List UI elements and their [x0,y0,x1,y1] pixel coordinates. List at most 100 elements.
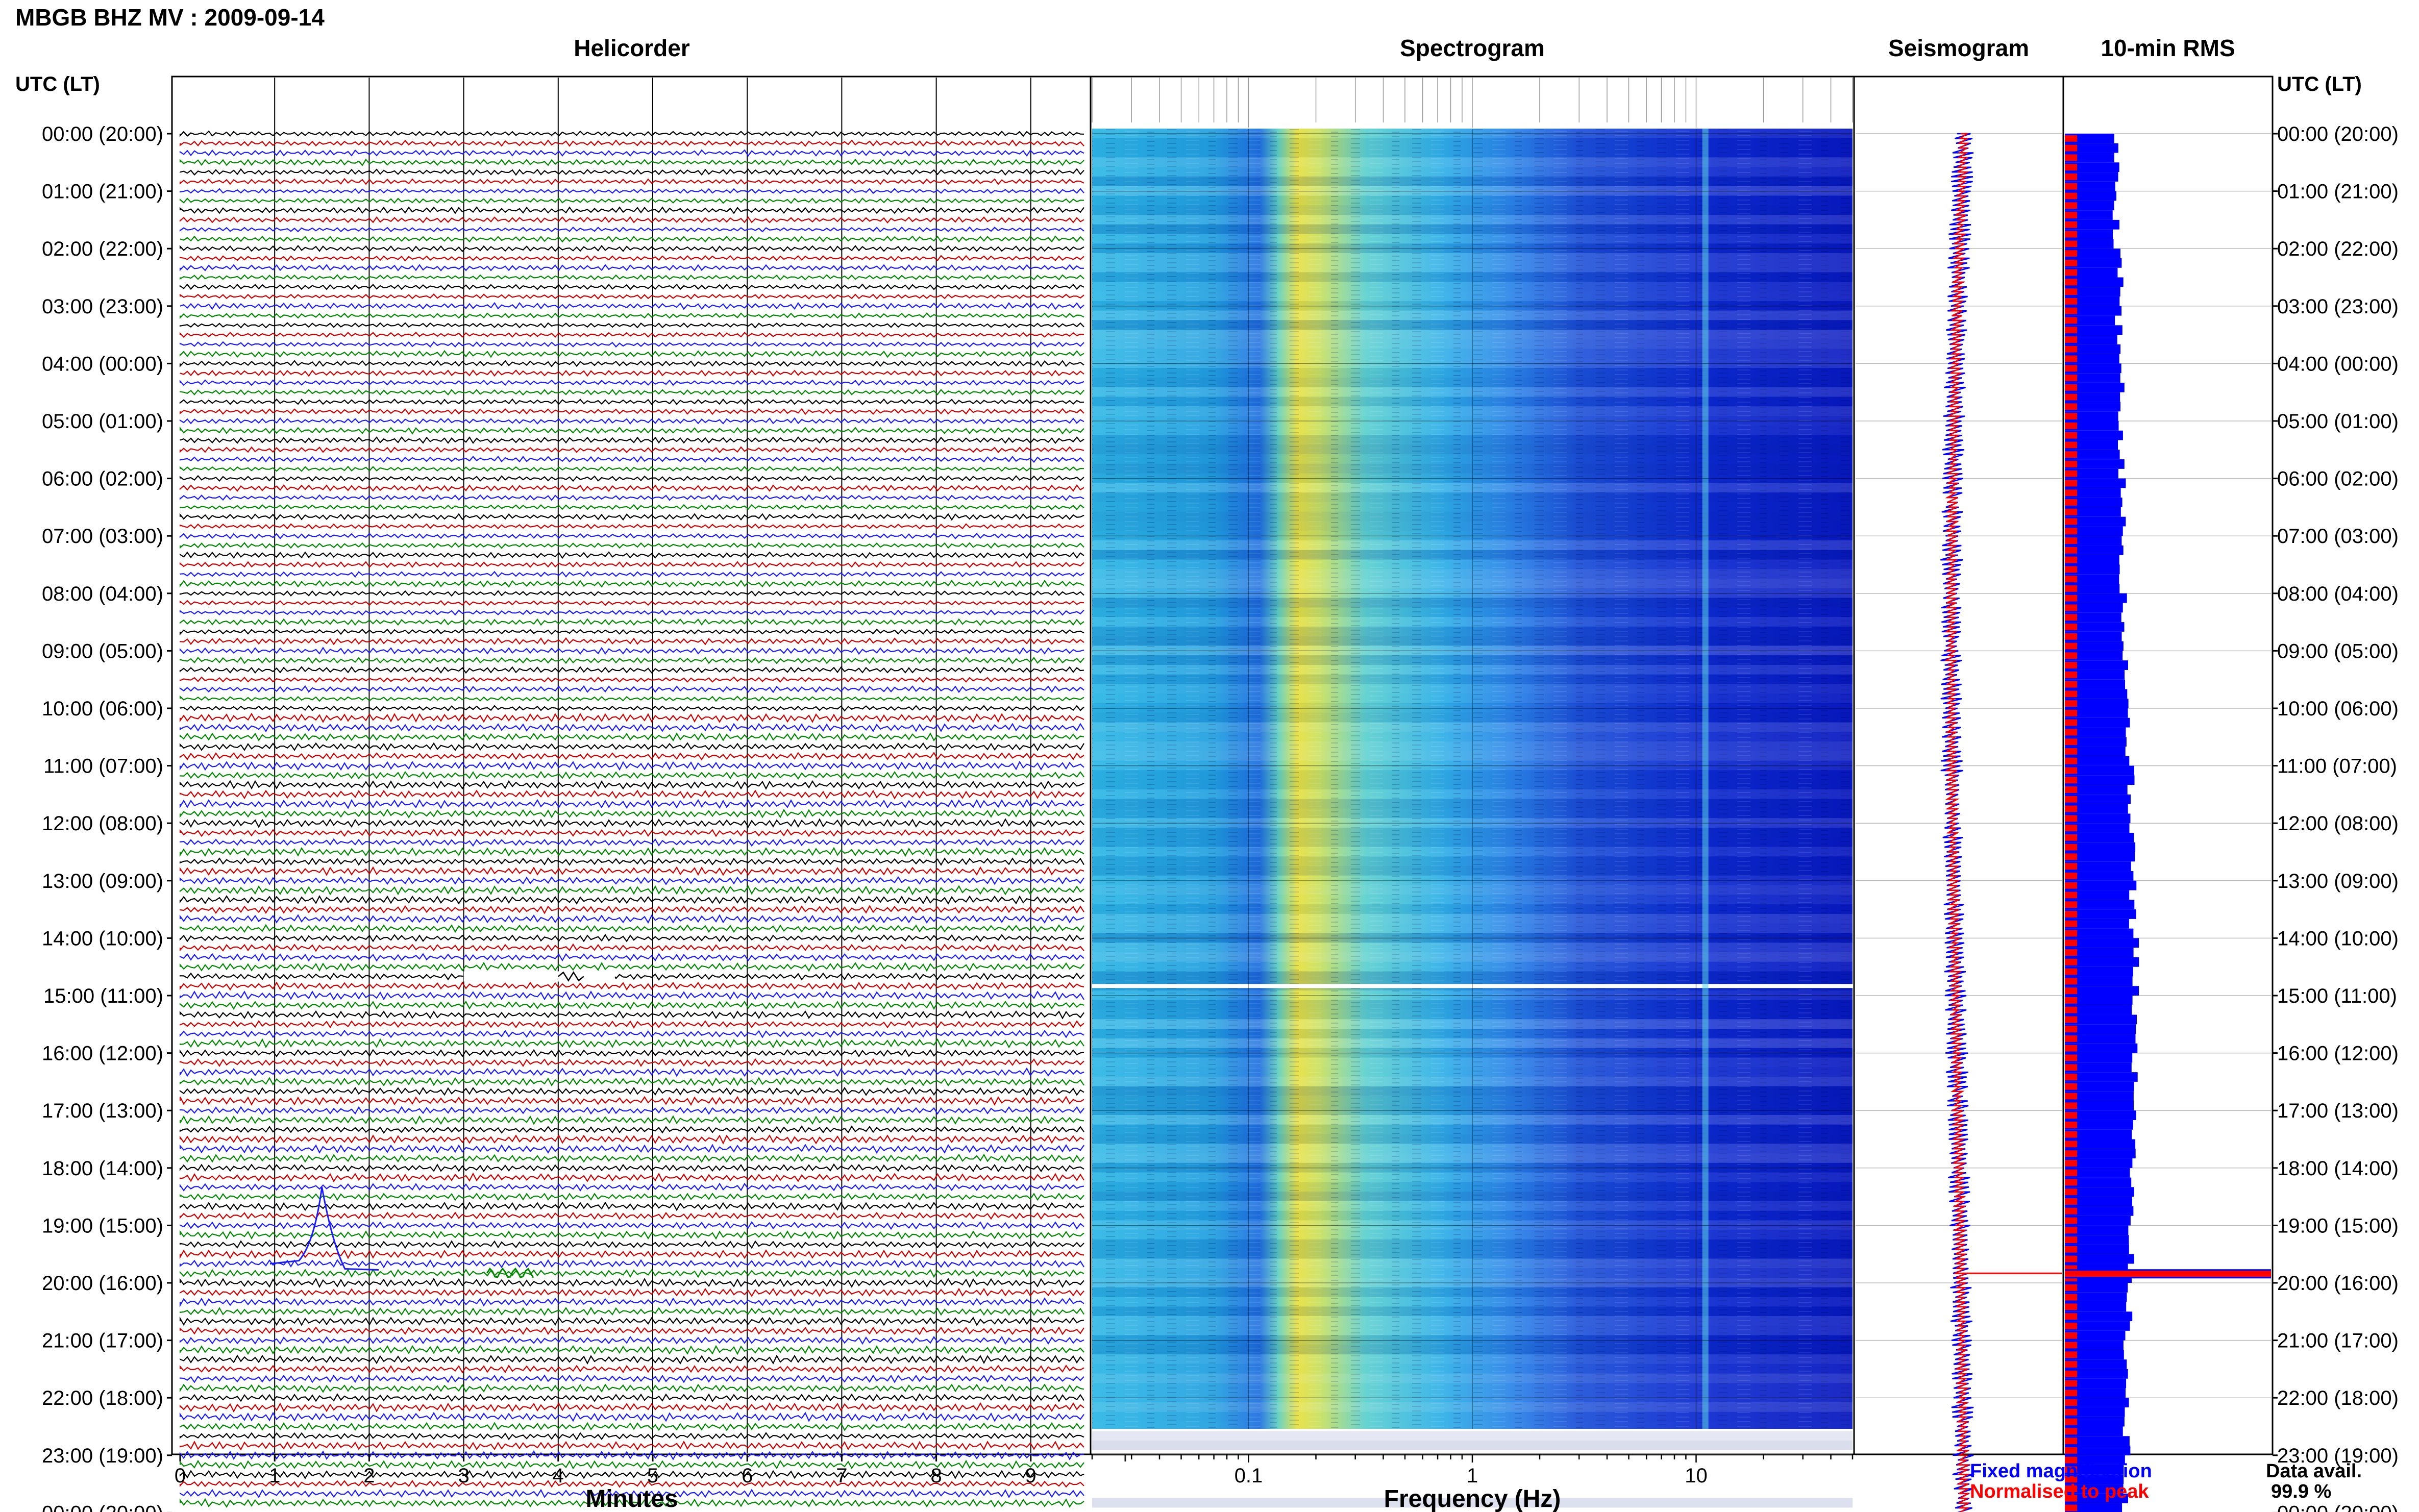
time-label-left: 11:00 (07:00) [43,755,163,778]
rms-fixed-bar [2065,1110,2136,1120]
spectrogram-row [1092,521,1853,531]
spectrogram-row [1092,799,1853,809]
rms-normalised-bar [2065,719,2078,726]
rms-normalised-bar [2065,815,2078,822]
time-label-right: 00:00 (20:00) [2277,123,2399,145]
helicorder-trace-line [179,712,1084,723]
spectrogram-row [1092,1268,1853,1278]
rms-fixed-bar [2065,584,2120,593]
rms-normalised-bar [2065,1188,2078,1196]
spectrogram-row [1092,674,1853,684]
rms-fixed-bar [2065,363,2121,374]
helicorder-trace-line [179,647,1084,655]
spectrogram-row [1092,559,1853,569]
helicorder-trace-line [179,1297,1084,1308]
helicorder-trace-line [179,885,1084,896]
rms-normalised-bar [2065,805,2078,812]
time-label-right: 20:00 (16:00) [2277,1272,2399,1295]
spectrogram-row [1092,272,1853,282]
helicorder-trace-line [179,1316,1084,1326]
rms-fixed-bar [2065,660,2128,670]
helicorder-x-tick-label: 9 [1025,1465,1036,1487]
helicorder-trace-line [179,1182,1084,1192]
helicorder-data-gap [463,971,615,982]
spectrogram-row [1092,291,1853,301]
spectrogram-row [1092,1114,1853,1125]
rms-normalised-bar [2065,1476,2078,1483]
rms-fixed-bar [2065,986,2139,996]
rms-fixed-bar [2065,966,2133,977]
spectrogram-row [1092,531,1853,540]
spectrogram-row [1092,1411,1853,1422]
spectrogram-row [1092,129,1853,138]
rms-fixed-bar [2065,267,2118,278]
spectrogram-row [1092,157,1853,167]
spectrogram-x-tick-label: 10 [1685,1465,1708,1487]
helicorder-trace-line [179,216,1084,224]
helicorder-trace-line [179,1470,1084,1479]
rms-normalised-bar [2065,307,2078,314]
rms-fixed-bar [2065,804,2128,814]
rms-fixed-bar [2065,1369,2128,1379]
rms-normalised-bar [2065,327,2078,334]
helicorder-gap-marker [558,971,584,982]
rms-normalised-bar [2065,939,2078,947]
rms-fixed-bar [2065,219,2119,230]
rms-normalised-bar [2065,757,2078,764]
helicorder-trace-line [179,551,1084,559]
helicorder-trace-line [179,379,1084,386]
rms-normalised-bar [2065,1342,2078,1349]
time-label-right: 13:00 (09:00) [2277,870,2399,893]
helicorder-trace-line [179,990,1084,1001]
helicorder-trace-line [179,369,1084,377]
helicorder-trace-line [179,1441,1084,1451]
helicorder-trace-line [179,341,1084,348]
rms-fixed-bar [2065,603,2123,613]
helicorder-trace-line [179,244,1084,253]
rms-fixed-bar [2065,794,2131,804]
rms-fixed-bar [2065,775,2135,785]
rms-normalised-bar [2065,298,2078,305]
spectrogram-x-tick-label: 0.1 [1235,1465,1263,1487]
rms-normalised-bar [2065,221,2078,228]
time-label-left: 12:00 (08:00) [42,812,163,835]
helicorder-trace-line [179,1354,1084,1365]
time-label-left: 04:00 (00:00) [42,353,163,375]
rms-fixed-bar [2065,459,2125,469]
helicorder-trace-line [179,455,1084,463]
helicorder-trace-line [179,760,1084,771]
helicorder-trace-line [179,1230,1084,1240]
rms-fixed-bar [2065,1302,2127,1312]
spectrogram-row [1092,1192,1853,1201]
time-label-left: 01:00 (21:00) [42,181,163,203]
helicorder-trace-line [179,417,1084,425]
time-label-left: 00:00 (20:00) [42,1502,163,1512]
rms-normalised-bar [2065,1054,2078,1061]
spectrogram-row [1092,1096,1853,1106]
helicorder-x-tick-label: 5 [647,1465,658,1487]
data-availability-value: 99.9 % [2271,1481,2331,1502]
helicorder-trace-line [179,1163,1084,1173]
helicorder-trace-line [179,656,1084,664]
helicorder-trace-line [179,685,1084,693]
rms-fixed-bar [2065,162,2119,172]
spectrogram-row [1092,655,1853,665]
helicorder-trace-line [179,628,1084,636]
rms-normalised-bar [2065,987,2078,994]
spectrogram-row [1092,147,1853,158]
rms-fixed-bar [2065,421,2119,431]
helicorder-trace-line [179,972,1084,981]
rms-fixed-bar [2065,679,2125,689]
time-label-right: 15:00 (11:00) [2277,985,2397,1007]
rms-fixed-bar [2065,1072,2138,1082]
rms-fixed-bar [2065,526,2123,536]
rms-fixed-bar [2065,948,2134,957]
rms-normalised-bar [2065,1045,2078,1052]
rms-fixed-bar [2065,516,2126,527]
rms-fixed-bar [2065,727,2126,737]
rms-fixed-bar [2065,430,2123,440]
spectrogram-row [1092,943,1853,952]
helicorder-trace-line [179,752,1084,761]
helicorder-trace-line [179,847,1084,857]
